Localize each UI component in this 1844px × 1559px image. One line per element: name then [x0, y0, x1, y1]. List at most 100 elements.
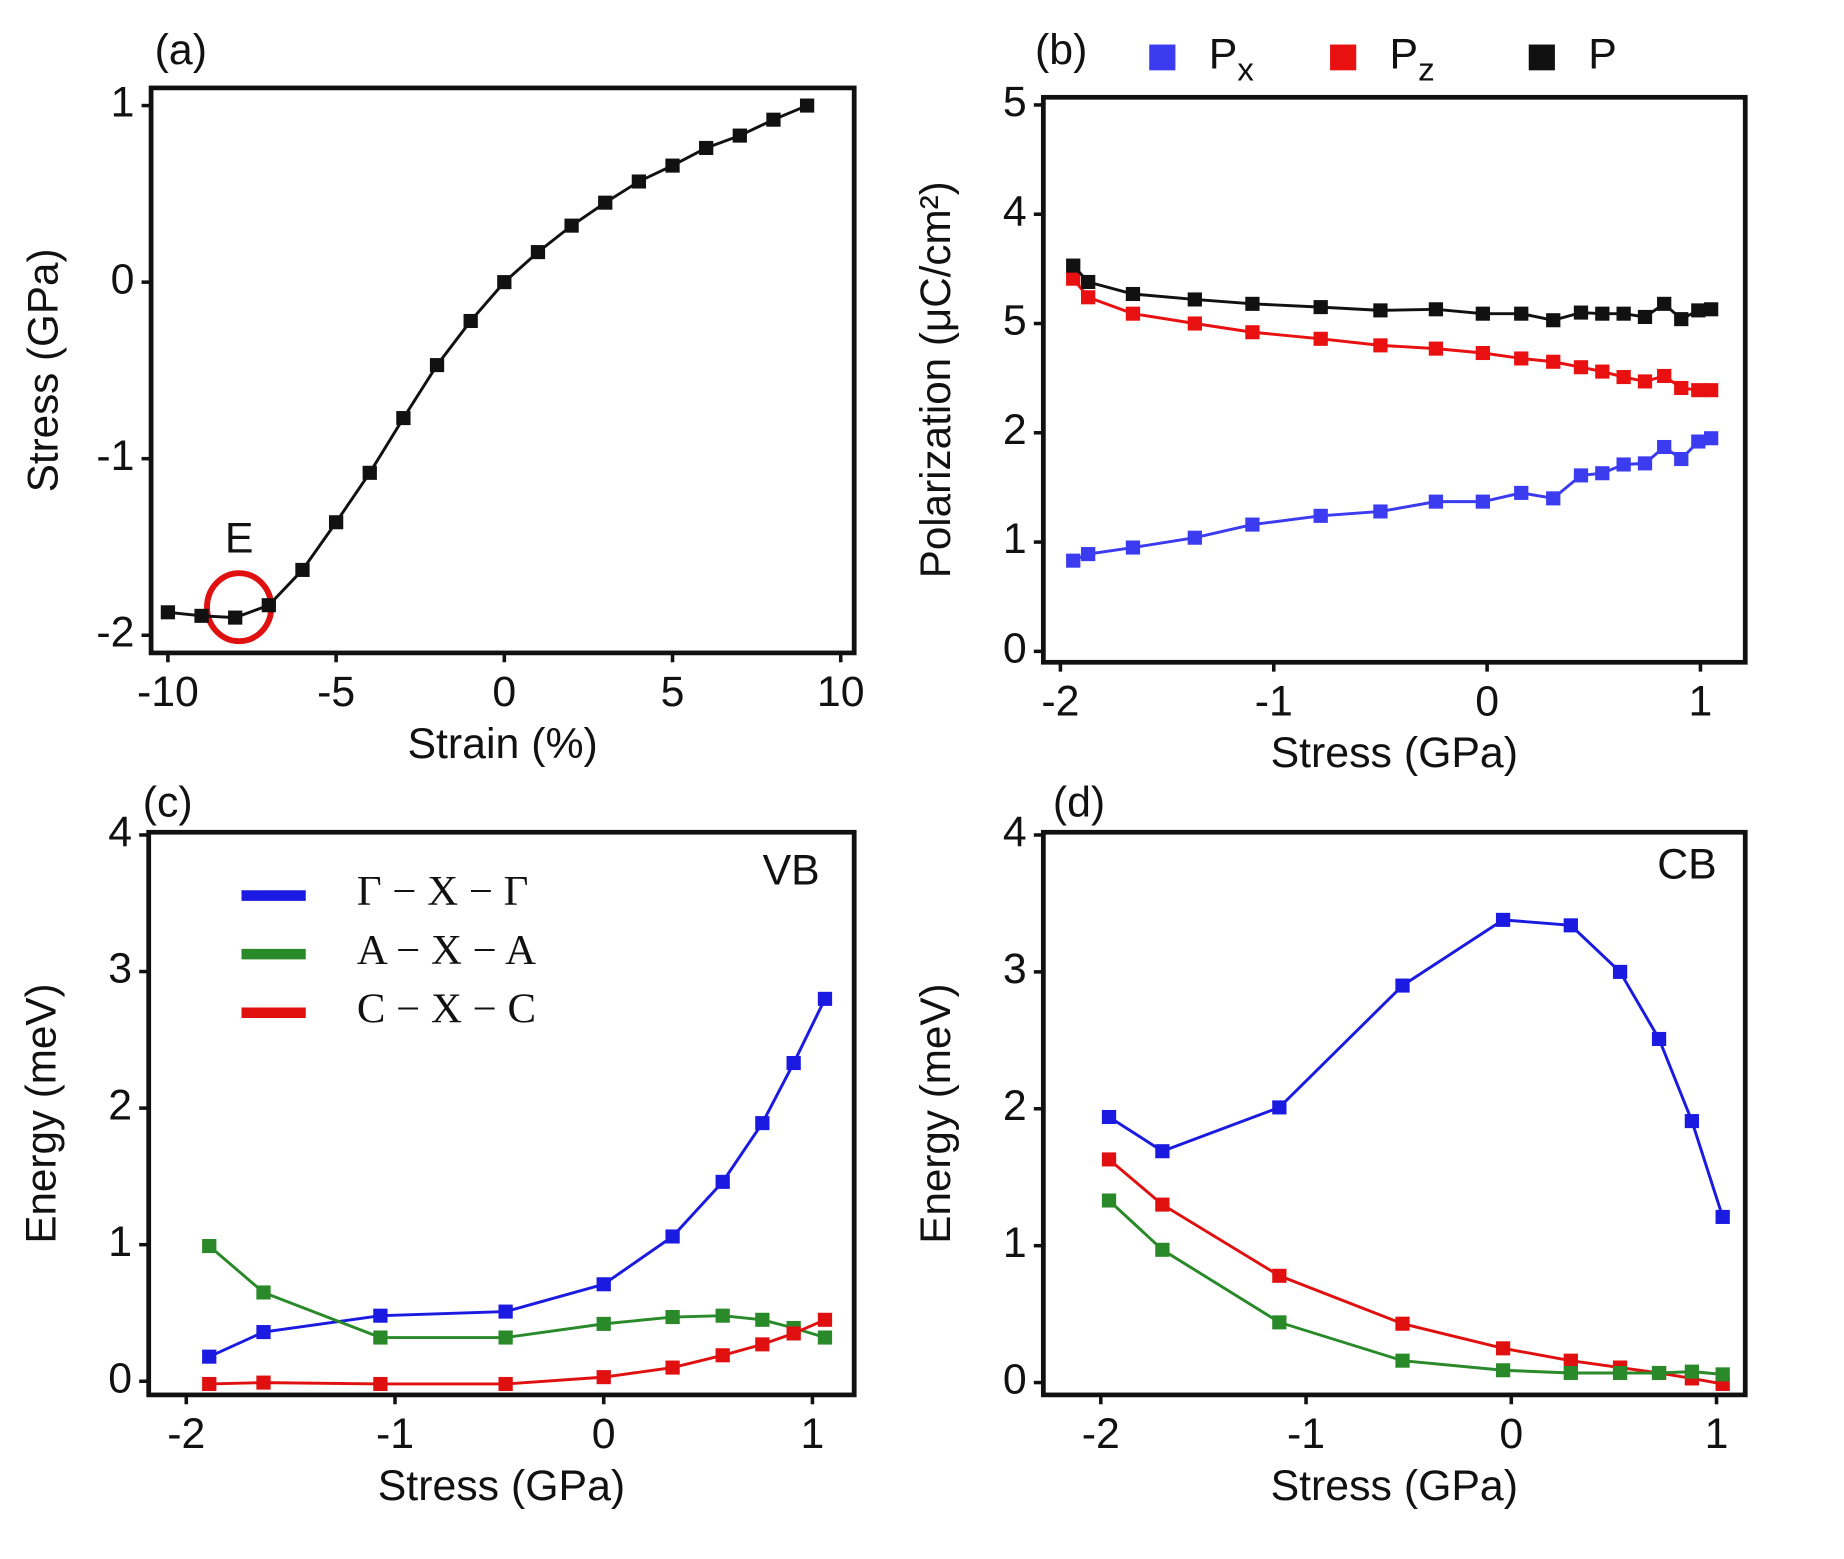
- marker: [362, 465, 377, 480]
- y-tick-label: 0: [1003, 1357, 1027, 1404]
- marker: [1616, 457, 1631, 472]
- marker: [228, 610, 243, 625]
- panel-label: (c): [143, 780, 193, 827]
- marker: [1428, 341, 1444, 356]
- legend-label: C − X − C: [357, 986, 536, 1033]
- marker: [1101, 1193, 1117, 1208]
- y-tick-label: 1: [111, 80, 135, 127]
- x-tick-label: 1: [801, 1412, 825, 1459]
- marker: [596, 1316, 611, 1331]
- marker: [1657, 368, 1672, 383]
- x-tick-label: -2: [1041, 679, 1079, 726]
- plot-frame: [1040, 94, 1748, 665]
- marker: [256, 1375, 271, 1390]
- marker: [261, 598, 276, 613]
- marker: [1573, 468, 1589, 483]
- x-tick-label: -1: [1287, 1412, 1325, 1459]
- x-tick-label: 0: [492, 670, 516, 717]
- y-tick-label: 3: [108, 946, 132, 993]
- marker: [665, 1310, 680, 1325]
- marker: [1313, 300, 1328, 315]
- marker: [1495, 1341, 1511, 1356]
- y-axis-label: Stress (GPa): [20, 249, 67, 493]
- marker: [1715, 1209, 1730, 1224]
- marker: [1125, 540, 1141, 555]
- y-tick-label: 0: [111, 257, 135, 304]
- series-line: [1072, 277, 1712, 392]
- x-axis-label: Stress (GPa): [378, 1463, 625, 1510]
- x-tick-label: -2: [167, 1412, 205, 1459]
- marker: [799, 98, 815, 113]
- x-tick-label: 0: [592, 1412, 616, 1459]
- marker: [1703, 302, 1719, 317]
- marker: [1475, 306, 1490, 321]
- marker: [564, 218, 579, 233]
- marker: [1395, 1316, 1410, 1331]
- marker: [1573, 305, 1589, 320]
- marker: [817, 1312, 833, 1327]
- legend-label: Px: [1209, 32, 1255, 88]
- x-axis-label: Stress (GPa): [1271, 730, 1518, 777]
- marker: [1373, 303, 1388, 318]
- marker: [1245, 325, 1260, 340]
- marker: [665, 1360, 680, 1375]
- annotation: E: [225, 516, 254, 563]
- marker: [373, 1376, 388, 1392]
- plot-frame: [148, 85, 857, 656]
- plot-frame: [1040, 829, 1748, 1398]
- legend-swatch: [1330, 44, 1357, 71]
- marker: [1514, 485, 1529, 500]
- marker: [766, 112, 781, 127]
- marker: [1395, 978, 1410, 993]
- y-tick-label: 1: [1003, 516, 1027, 563]
- marker: [1313, 331, 1328, 346]
- marker: [1595, 466, 1610, 481]
- x-tick-label: -5: [317, 670, 355, 717]
- x-tick-label: 10: [817, 670, 865, 717]
- marker: [1546, 313, 1561, 328]
- marker: [715, 1348, 730, 1363]
- marker: [1546, 491, 1561, 506]
- marker: [194, 608, 209, 623]
- marker: [1637, 309, 1653, 324]
- marker: [396, 411, 411, 426]
- marker: [1272, 1100, 1287, 1115]
- y-tick-label: 1: [1003, 1220, 1027, 1267]
- marker: [1657, 439, 1672, 455]
- marker: [1684, 1114, 1700, 1129]
- x-tick-label: 0: [1475, 679, 1499, 726]
- marker: [530, 245, 546, 260]
- marker: [1514, 351, 1529, 366]
- y-tick-label: 3: [1003, 946, 1027, 993]
- marker: [328, 515, 344, 530]
- marker: [786, 1326, 801, 1341]
- marker: [1495, 912, 1511, 927]
- marker: [1066, 258, 1081, 273]
- plot-frame: [146, 829, 857, 1398]
- series-line: [209, 1318, 826, 1386]
- legend-swatch: [1528, 44, 1555, 71]
- y-tick-label: -1: [96, 433, 134, 480]
- marker: [1081, 290, 1096, 305]
- marker: [755, 1337, 770, 1352]
- x-axis-label: Strain (%): [407, 721, 597, 768]
- marker: [373, 1330, 388, 1345]
- series-line: [167, 104, 808, 620]
- marker: [665, 158, 680, 173]
- marker: [160, 605, 176, 620]
- marker: [596, 1370, 611, 1385]
- marker: [1245, 517, 1260, 532]
- marker: [1373, 504, 1388, 519]
- series-line: [1072, 436, 1712, 562]
- series-line: [208, 1244, 826, 1340]
- y-tick-label: 2: [108, 1083, 132, 1130]
- marker: [817, 1330, 833, 1345]
- x-tick-label: 1: [1689, 679, 1713, 726]
- marker: [1395, 1353, 1410, 1368]
- legend-label: Pz: [1390, 32, 1435, 88]
- marker: [1066, 271, 1081, 286]
- marker: [1637, 374, 1653, 389]
- y-tick-label: 5: [1003, 298, 1027, 345]
- marker: [715, 1174, 730, 1189]
- marker: [295, 562, 310, 577]
